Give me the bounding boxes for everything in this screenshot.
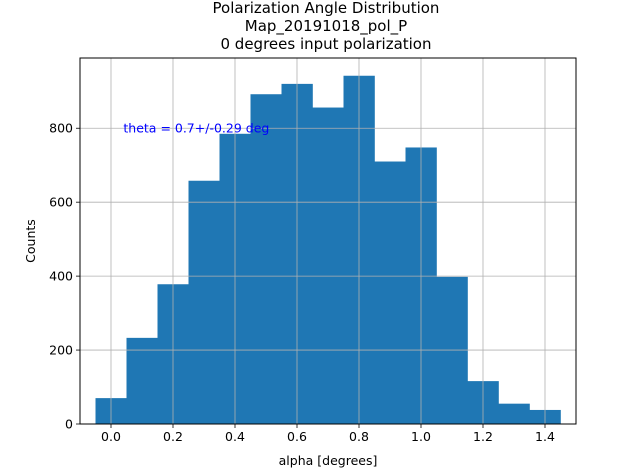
histogram-bar (250, 94, 282, 424)
x-tick-label: 0.4 (225, 429, 245, 444)
y-tick-label: 800 (49, 121, 73, 136)
y-tick-label: 0 (65, 417, 73, 432)
histogram-bar (126, 337, 158, 424)
chart-title-line-3: 0 degrees input polarization (220, 35, 431, 53)
x-tick-label: 0.8 (349, 429, 369, 444)
theta-annotation: theta = 0.7+/-0.29 deg (123, 121, 269, 136)
histogram-bar (188, 180, 220, 424)
plot-frame (79, 57, 577, 425)
x-tick-label: 0.0 (101, 429, 121, 444)
x-tick-label: 0.6 (287, 429, 307, 444)
x-tick-label: 1.0 (411, 429, 431, 444)
x-tick-label: 0.2 (163, 429, 183, 444)
chart-title-line-2: Map_20191018_pol_P (245, 17, 407, 36)
y-tick-label: 400 (49, 269, 73, 284)
histogram-bar (374, 161, 406, 424)
x-tick-label: 1.2 (473, 429, 493, 444)
histogram-bar (498, 403, 530, 424)
chart-title-line-1: Polarization Angle Distribution (213, 0, 440, 17)
x-axis-label: alpha [degrees] (279, 453, 378, 468)
x-tick-label: 1.4 (535, 429, 555, 444)
axis-ticks: 0.0 0.2 0.4 0.6 0.8 1.0 1.2 1.4 0 200 400 600 800 (49, 121, 555, 444)
y-tick-label: 200 (49, 343, 73, 358)
y-tick-label: 600 (49, 195, 73, 210)
histogram-bar (312, 107, 344, 424)
y-axis-label: Counts (23, 219, 38, 263)
